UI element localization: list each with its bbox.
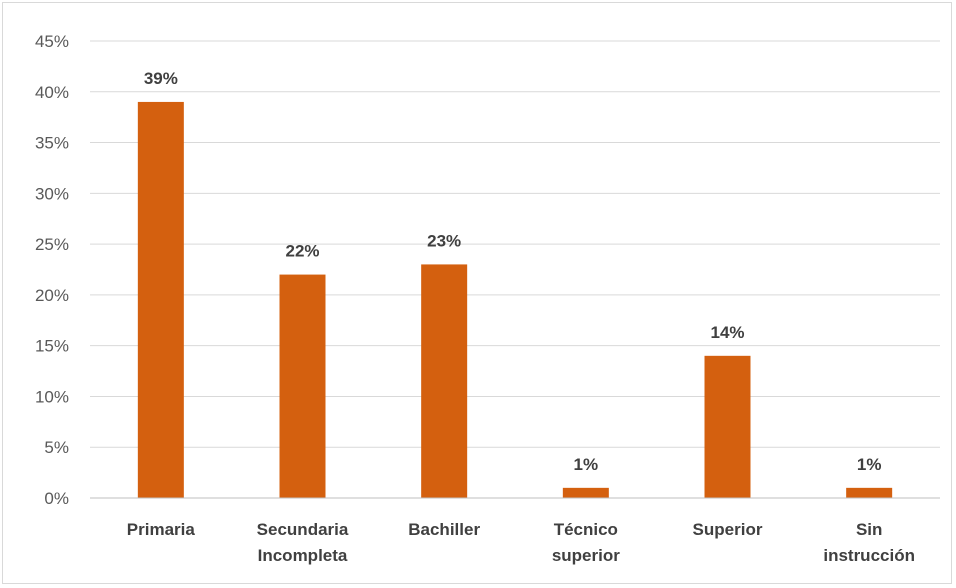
y-tick-label: 20% bbox=[35, 286, 69, 305]
data-label: 23% bbox=[427, 231, 461, 250]
x-category-label: Sin instrucción bbox=[823, 520, 915, 565]
bar bbox=[137, 101, 184, 498]
x-axis-categories: Primaria Secundaria Incompleta Bachiller Téc… bbox=[127, 520, 915, 565]
gridlines bbox=[90, 40, 940, 448]
y-tick-label: 10% bbox=[35, 387, 69, 406]
bar bbox=[421, 264, 468, 498]
y-tick-label: 45% bbox=[35, 32, 69, 51]
bar bbox=[846, 487, 893, 498]
y-tick-label: 40% bbox=[35, 83, 69, 102]
bar bbox=[279, 274, 326, 498]
bars bbox=[137, 101, 893, 498]
y-tick-label: 15% bbox=[35, 337, 69, 356]
data-label: 1% bbox=[574, 455, 599, 474]
x-category-label: Técnico superior bbox=[552, 520, 620, 565]
x-category-label: Primaria bbox=[127, 520, 196, 539]
y-tick-label: 30% bbox=[35, 184, 69, 203]
data-label: 39% bbox=[144, 69, 178, 88]
x-category-label: Bachiller bbox=[408, 520, 480, 539]
bar bbox=[562, 487, 609, 498]
y-axis-ticks: 0% 5% 10% 15% 20% 25% 30% 35% 40% 45% bbox=[35, 32, 69, 508]
y-tick-label: 5% bbox=[44, 438, 69, 457]
y-tick-label: 25% bbox=[35, 235, 69, 254]
data-label: 1% bbox=[857, 455, 882, 474]
x-category-label: Superior bbox=[693, 520, 763, 539]
y-tick-label: 35% bbox=[35, 134, 69, 153]
data-labels: 39% 22% 23% 1% 14% 1% bbox=[144, 69, 882, 474]
y-tick-label: 0% bbox=[44, 489, 69, 508]
x-category-label: Secundaria Incompleta bbox=[257, 520, 349, 565]
data-label: 14% bbox=[710, 323, 744, 342]
data-label: 22% bbox=[285, 242, 319, 261]
bar bbox=[704, 355, 751, 498]
